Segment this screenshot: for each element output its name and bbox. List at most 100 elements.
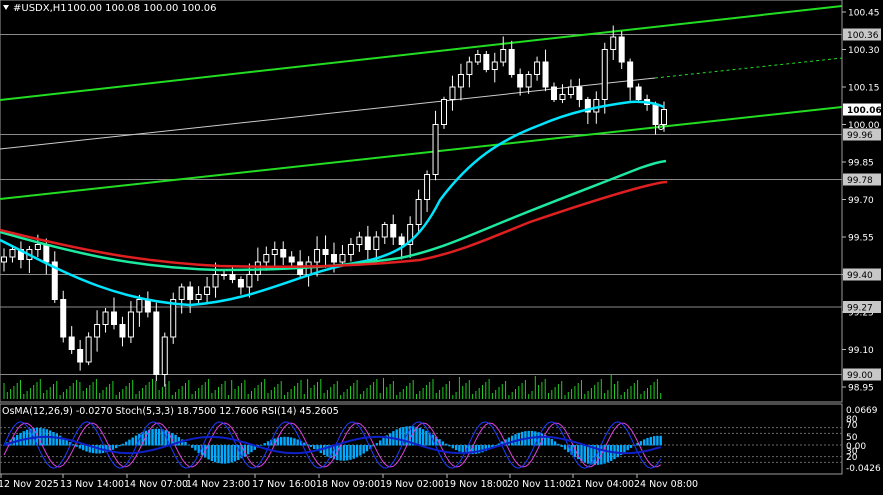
candle-body: [381, 224, 388, 238]
osma-bar: [187, 444, 190, 446]
candle-body: [195, 294, 202, 300]
price-axis[interactable]: 100.45 100.30 100.15 100.00 99.85 99.70 99.55 9…: [841, 0, 882, 402]
candle-body: [331, 254, 337, 263]
osma-bar: [577, 445, 580, 460]
osma-bar: [606, 445, 610, 463]
osma-bar: [293, 438, 296, 446]
osma-bar: [626, 445, 629, 451]
candle-body: [449, 86, 456, 100]
osma-bar: [586, 445, 590, 464]
osma-bar: [567, 445, 570, 453]
time-tick-label: 17 Nov 16:00: [252, 479, 316, 490]
candle-body: [339, 254, 346, 263]
osma-bar: [355, 445, 359, 458]
osma-bar: [62, 437, 65, 446]
osma-bar: [540, 433, 544, 446]
osma-bar: [395, 429, 398, 446]
osma-bar: [646, 437, 649, 446]
osma-bar: [263, 443, 266, 446]
time-tick-label: 19 Nov 02:00: [380, 479, 444, 490]
osma-bar: [623, 445, 626, 453]
osma-bar: [95, 445, 98, 454]
candle-body: [364, 236, 371, 250]
indicator-tick-label: 0.0669: [846, 406, 878, 416]
price-tick-label: 99.10: [848, 346, 874, 356]
candle-body: [136, 299, 143, 313]
osma-bar: [573, 445, 577, 458]
level-price-box: [843, 128, 881, 141]
current-price-box: [843, 103, 881, 116]
osma-bar: [458, 445, 461, 452]
osma-bar: [58, 435, 62, 446]
candle-body: [9, 249, 16, 258]
osma-bar: [289, 437, 293, 446]
candle-body: [237, 279, 244, 288]
osma-bar: [118, 445, 121, 447]
osma-bar: [316, 445, 319, 452]
candle-body: [347, 244, 354, 255]
osma-bar: [217, 445, 220, 464]
candle-body: [398, 236, 405, 245]
indicator-pane[interactable]: OsMA(12,26,9) -0.0270 Stoch(5,3,3) 18.75…: [0, 403, 881, 475]
osma-bar: [68, 442, 72, 446]
osma-bar: [111, 445, 115, 450]
candle-body: [390, 224, 397, 238]
osma-bar: [313, 445, 316, 450]
candle-body: [94, 324, 101, 338]
osma-bar: [157, 428, 161, 446]
candle-body: [661, 109, 667, 125]
osma-bar: [494, 445, 497, 446]
osma-bar: [200, 445, 204, 456]
candle-body: [542, 61, 549, 88]
candle-body: [1, 256, 7, 263]
candle-body: [254, 261, 261, 275]
osma-bar: [25, 429, 29, 446]
candle-body: [187, 286, 194, 300]
price-pane[interactable]: [0, 0, 843, 403]
osma-bar: [233, 445, 237, 462]
osma-bar: [511, 435, 514, 446]
osma-bar: [134, 435, 138, 446]
osma-bar: [580, 445, 583, 461]
candle-body: [271, 249, 278, 255]
stoch-main-line: [3, 421, 662, 469]
osma-bar: [190, 445, 194, 448]
osma-bar: [128, 439, 131, 446]
osma-bar: [184, 441, 187, 446]
osma-bar: [547, 436, 550, 446]
osma-bar: [507, 437, 511, 446]
candle-body: [517, 74, 524, 88]
candle-body: [551, 86, 557, 100]
dropdown-triangle-icon[interactable]: [3, 5, 9, 10]
candle-body: [34, 244, 41, 250]
candle-body: [204, 286, 211, 295]
osma-bar: [421, 429, 425, 446]
level-price-box: [843, 173, 881, 186]
candle-body: [263, 254, 270, 263]
osma-bar: [590, 445, 593, 465]
osma-bar: [88, 445, 91, 453]
candle-body: [119, 324, 126, 338]
osma-bar: [438, 439, 441, 446]
osma-bar: [349, 445, 352, 460]
osma-bar: [537, 432, 540, 446]
osma-bar: [78, 445, 82, 449]
osma-bar: [29, 428, 32, 446]
price-tick-label: 100.30: [848, 46, 880, 56]
osma-bar: [365, 445, 369, 452]
osma-bar: [322, 445, 326, 455]
header-ohlc: 100.00 100.08 100.00 100.06: [67, 3, 217, 14]
candle-body: [246, 274, 253, 288]
osma-bar: [82, 445, 85, 451]
candle-body: [144, 299, 151, 313]
osma-bar: [22, 431, 25, 446]
current-price-label: 100.06: [847, 106, 882, 116]
osma-bar: [164, 430, 167, 446]
candle-body: [584, 99, 591, 113]
osma-bar: [435, 436, 438, 446]
price-tick-label: 100.15: [848, 84, 880, 94]
candle-body: [153, 311, 160, 375]
osma-bar: [471, 445, 474, 455]
osma-bar: [478, 445, 481, 454]
